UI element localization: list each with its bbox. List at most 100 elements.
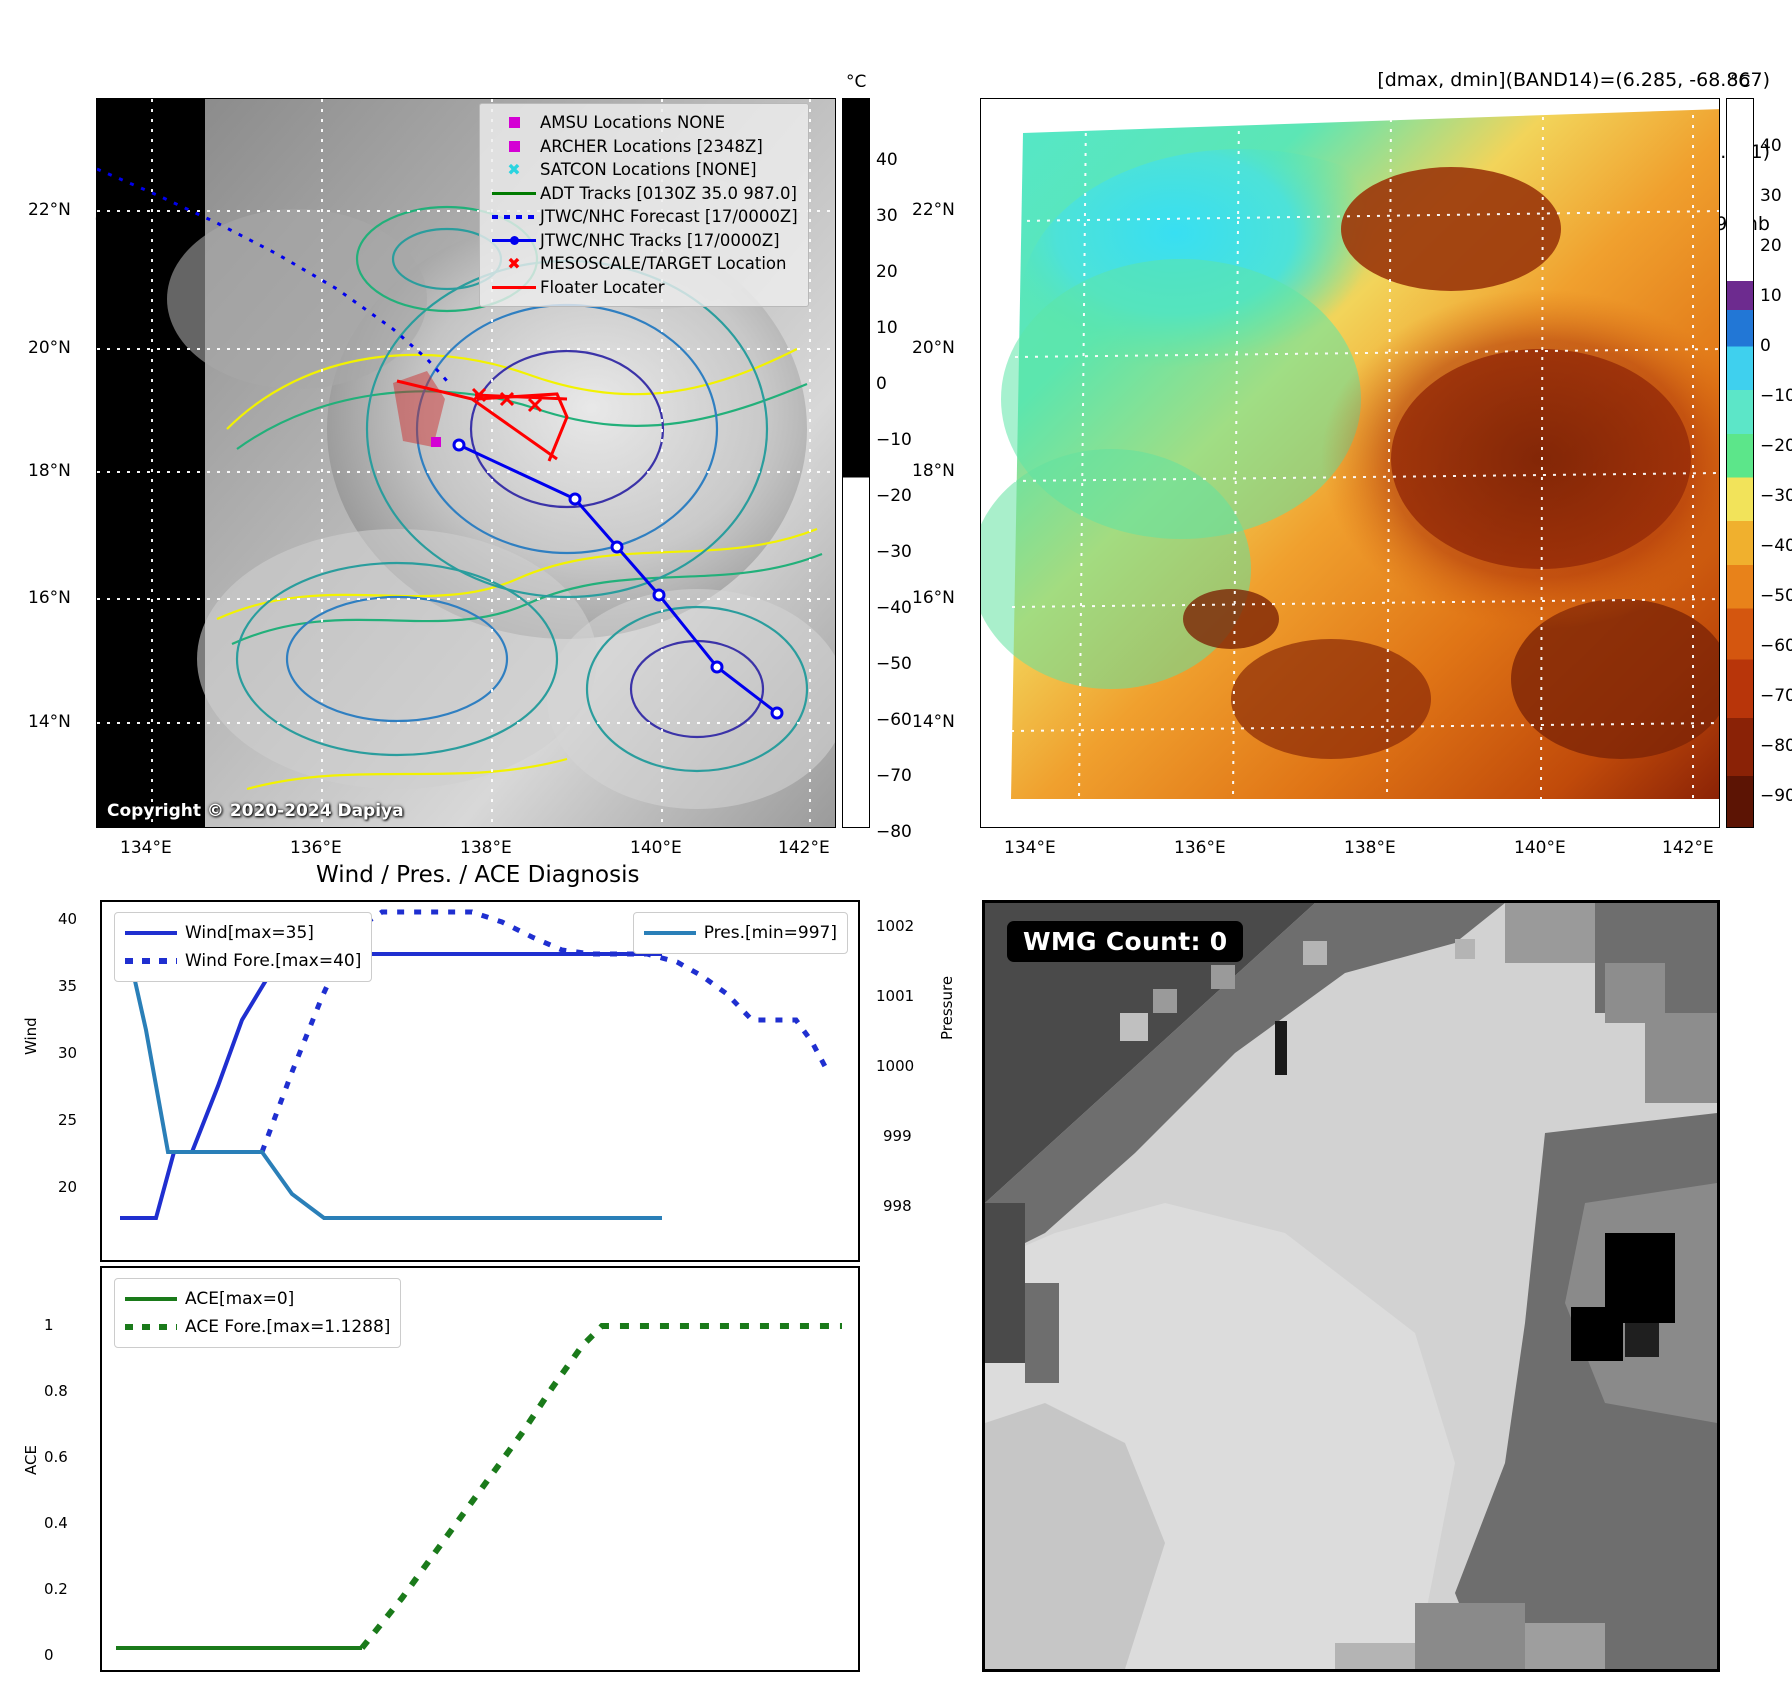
awv-lat-tick: 16°N	[912, 588, 955, 608]
line-icon	[125, 1297, 185, 1301]
ir-lon-tick: 142°E	[778, 838, 830, 858]
awv-lon-tick: 134°E	[1004, 838, 1056, 858]
legend-item-pressure: Pres.[min=997]	[643, 919, 837, 947]
dmax-dmin-band14: [dmax, dmin](BAND14)=(6.285, -68.867)	[1377, 69, 1770, 91]
awv-colorbar	[1726, 98, 1754, 828]
line-icon	[488, 191, 540, 195]
cb-tick: 10	[1760, 286, 1782, 306]
awv-lon-tick: 140°E	[1514, 838, 1566, 858]
awv-colorbar-ticks: 40 30 20 10 0 −10 −20 −30 −40 −50 −60 −7…	[1760, 98, 1792, 828]
dotted-line-icon	[125, 1324, 185, 1330]
ace-chart[interactable]: ACE[max=0] ACE Fore.[max=1.1288]	[100, 1266, 860, 1672]
copyright-label: Copyright © 2020-2024 Dapiya	[107, 801, 404, 821]
legend-label: JTWC/NHC Forecast [17/0000Z]	[540, 207, 798, 226]
wmg-count-panel[interactable]: WMG Count: 0	[982, 900, 1720, 1672]
awv-lat-tick: 14°N	[912, 712, 955, 732]
legend-item-archer: ARCHER Locations [2348Z]	[488, 135, 798, 159]
wind-pressure-chart[interactable]: Wind[max=35] Wind Fore.[max=40] Pres.[mi…	[100, 900, 860, 1262]
archer-location-marker	[431, 437, 441, 447]
cb-tick: −30	[1760, 486, 1792, 506]
legend-item-floater: Floater Locater	[488, 276, 798, 300]
wind-ytick: 30	[58, 1044, 78, 1062]
awv-lon-tick: 136°E	[1174, 838, 1226, 858]
legend-label: Pres.[min=997]	[703, 923, 837, 943]
cb-tick: 0	[1760, 336, 1771, 356]
legend-label: Floater Locater	[540, 277, 665, 297]
legend-label: ARCHER Locations [2348Z]	[540, 136, 763, 156]
ir-lat-tick: 22°N	[28, 200, 71, 220]
pressure-ytick: 1001	[876, 987, 915, 1005]
cb-tick: 40	[876, 150, 898, 170]
legend-label: Wind Fore.[max=40]	[185, 951, 362, 971]
ir-map-legend: AMSU Locations NONE ARCHER Locations [23…	[479, 103, 809, 307]
cb-tick: 30	[876, 206, 898, 226]
dotted-line-icon	[488, 214, 540, 219]
legend-item-ace-forecast: ACE Fore.[max=1.1288]	[125, 1313, 390, 1341]
ir-lat-tick: 16°N	[28, 588, 71, 608]
pressure-ytick: 1000	[876, 1057, 915, 1075]
cb-tick: −20	[1760, 436, 1792, 456]
line-icon	[643, 931, 704, 935]
pressure-ytick: 998	[883, 1197, 912, 1215]
ace-axis-title: ACE	[22, 1445, 40, 1475]
cb-tick: −90	[1760, 786, 1792, 806]
wind-observed-line	[120, 952, 662, 1220]
pressure-axis-title: Pressure	[938, 975, 956, 1040]
wmg-pixel-map	[985, 903, 1717, 1669]
cb-tick: −60	[1760, 636, 1792, 656]
legend-label: AMSU Locations NONE	[540, 113, 726, 132]
awv-color-enhanced-map[interactable]	[980, 98, 1720, 828]
legend-label: ACE[max=0]	[185, 1289, 295, 1309]
cb-tick: −20	[876, 486, 912, 506]
legend-label: Wind[max=35]	[185, 923, 314, 943]
ace-ytick: 0	[44, 1646, 54, 1664]
ir-lon-tick: 140°E	[630, 838, 682, 858]
cb-tick: −40	[1760, 536, 1792, 556]
cb-tick: −80	[876, 822, 912, 842]
x-icon: ✖	[507, 160, 521, 180]
legend-item-ace: ACE[max=0]	[125, 1285, 390, 1313]
awv-lon-tick: 138°E	[1344, 838, 1396, 858]
awv-lon-tick: 142°E	[1662, 838, 1714, 858]
legend-label: ADT Tracks [0130Z 35.0 987.0]	[540, 183, 797, 203]
cb-tick: 20	[1760, 236, 1782, 256]
wmg-count-badge: WMG Count: 0	[1007, 921, 1244, 962]
cb-tick: −30	[876, 542, 912, 562]
ace-chart-legend: ACE[max=0] ACE Fore.[max=1.1288]	[114, 1278, 402, 1348]
ir-lon-tick: 134°E	[120, 838, 172, 858]
cb-tick: 30	[1760, 186, 1782, 206]
pressure-chart-legend: Pres.[min=997]	[632, 912, 848, 954]
square-icon	[488, 140, 540, 152]
cb-tick: −10	[1760, 386, 1792, 406]
cb-tick: 0	[876, 374, 887, 394]
cb-tick: 40	[1760, 136, 1782, 156]
legend-label: MESOSCALE/TARGET Location	[540, 254, 787, 273]
cb-tick: −50	[1760, 586, 1792, 606]
ace-ytick: 1	[44, 1316, 54, 1334]
x-icon: ✖	[507, 254, 521, 274]
ir-lat-tick: 20°N	[28, 338, 71, 358]
diagnosis-title: Wind / Pres. / ACE Diagnosis	[316, 862, 640, 888]
himawari-band14-ir-map[interactable]: Copyright © 2020-2024 Dapiya AMSU Locati…	[96, 98, 836, 828]
line-icon	[488, 285, 540, 289]
ir-lon-tick: 136°E	[290, 838, 342, 858]
pressure-line	[118, 913, 662, 1220]
wind-ytick: 25	[58, 1111, 78, 1129]
ir-colorbar	[842, 98, 870, 828]
jtwc-best-track	[458, 443, 778, 715]
mesoscale-target-markers	[471, 387, 543, 413]
ace-ytick: 0.2	[44, 1580, 68, 1598]
cb-tick: −80	[1760, 736, 1792, 756]
awv-colorbar-unit: °C	[1730, 72, 1751, 92]
ace-forecast-line	[359, 1323, 842, 1650]
wind-ytick: 35	[58, 977, 78, 995]
cb-tick: −70	[876, 766, 912, 786]
legend-item-satcon: ✖ SATCON Locations [NONE]	[488, 158, 798, 182]
cb-tick: 20	[876, 262, 898, 282]
ace-plot	[116, 1323, 842, 1650]
legend-label: ACE Fore.[max=1.1288]	[185, 1317, 391, 1337]
ace-ytick: 0.4	[44, 1514, 68, 1532]
dotted-line-icon	[125, 958, 185, 964]
square-icon	[488, 117, 540, 129]
ace-ytick: 0.6	[44, 1448, 68, 1466]
